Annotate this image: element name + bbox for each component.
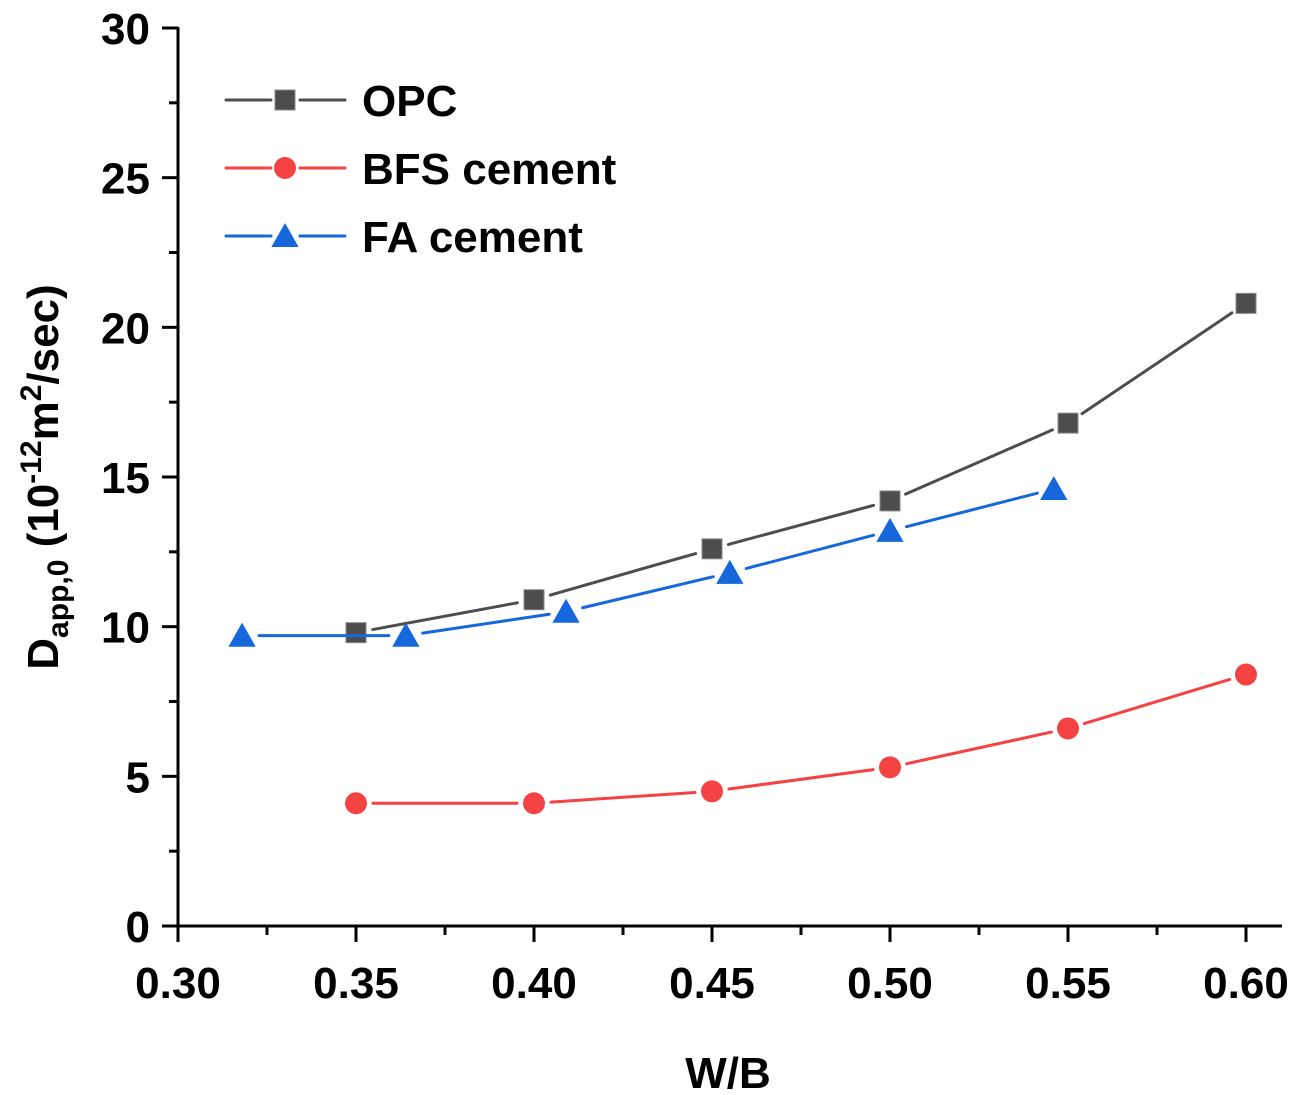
y-tick-label: 0	[126, 903, 150, 952]
x-tick-label: 0.40	[491, 959, 577, 1008]
y-tick-label: 15	[101, 454, 150, 503]
series-line-segment	[904, 428, 1054, 496]
data-point-square	[1057, 412, 1079, 434]
x-tick-label: 0.55	[1025, 959, 1111, 1008]
series-line-segment	[744, 533, 876, 570]
series-line-segment	[371, 601, 519, 632]
series-layer	[228, 292, 1257, 815]
y-axis-title-unit-mid: m	[19, 401, 68, 440]
data-point-triangle	[552, 598, 580, 623]
data-point-square	[701, 538, 723, 560]
y-ticks: 0 5 10 15 20 25 30	[101, 5, 178, 952]
data-point-triangle	[392, 622, 420, 647]
data-point-square	[523, 589, 545, 611]
legend: OPC BFS cement FA cement	[224, 77, 617, 262]
y-axis-title-unit-exp: 2	[15, 385, 48, 402]
y-tick-label: 10	[101, 604, 150, 653]
data-point-circle	[1235, 663, 1257, 686]
legend-marker-circle	[274, 157, 296, 179]
series-line-segment	[1082, 677, 1232, 726]
data-point-triangle	[716, 559, 744, 584]
series-line-segment	[549, 790, 697, 804]
legend-label: FA cement	[362, 213, 583, 262]
y-axis-title-main: D	[19, 638, 68, 670]
x-tick-label: 0.50	[847, 959, 933, 1008]
data-point-circle	[345, 792, 367, 815]
data-point-circle	[701, 780, 723, 803]
data-point-square	[879, 490, 901, 512]
data-point-circle	[1057, 717, 1079, 740]
y-axis-title-exponent: -12	[15, 440, 48, 483]
data-point-circle	[523, 792, 545, 815]
series-bfs-cement	[345, 663, 1257, 815]
legend-item: FA cement	[224, 213, 583, 262]
data-point-triangle	[228, 622, 256, 647]
series-line-segment	[548, 552, 698, 597]
x-tick-label: 0.30	[135, 959, 221, 1008]
x-axis-title: W/B	[685, 1049, 771, 1095]
legend-marker-square	[274, 89, 296, 111]
data-point-triangle	[876, 517, 904, 542]
x-tick-label: 0.35	[313, 959, 399, 1008]
series-line-segment	[726, 503, 876, 546]
data-point-square	[345, 622, 367, 644]
series-line-segment	[421, 612, 551, 635]
legend-label: OPC	[362, 77, 457, 126]
series-line-segment	[904, 491, 1039, 529]
x-tick-label: 0.45	[669, 959, 755, 1008]
y-tick-label: 20	[101, 304, 150, 353]
x-tick-label: 0.60	[1203, 959, 1289, 1008]
legend-label: BFS cement	[362, 145, 617, 194]
y-axis-title-subscript: app,0	[42, 560, 75, 638]
series-line-segment	[727, 768, 875, 791]
series-line-segment	[1080, 311, 1234, 416]
y-axis-title-unit-suffix: /sec)	[19, 284, 68, 384]
y-tick-label: 30	[101, 5, 150, 54]
series-line-segment	[905, 730, 1053, 766]
data-point-circle	[879, 756, 901, 779]
x-ticks: 0.30 0.35 0.40 0.45 0.50 0.55 0.60	[135, 926, 1289, 1008]
y-tick-label: 5	[126, 753, 150, 802]
data-point-triangle	[1040, 475, 1068, 501]
series-opc	[345, 292, 1257, 644]
y-axis-title-unit-prefix: (10	[19, 484, 68, 560]
series-line-segment	[581, 575, 715, 610]
data-point-square	[1235, 292, 1257, 314]
legend-item: BFS cement	[224, 145, 617, 194]
y-axis-title: Dapp,0 (10-12m2/sec)	[15, 284, 75, 669]
legend-item: OPC	[224, 77, 457, 126]
axes: 0.30 0.35 0.40 0.45 0.50 0.55 0.60 0 5 10 15 20 25 3…	[101, 5, 1289, 1008]
y-tick-label: 25	[101, 155, 150, 204]
legend-marker-triangle	[271, 223, 299, 248]
series-fa-cement	[228, 475, 1068, 647]
